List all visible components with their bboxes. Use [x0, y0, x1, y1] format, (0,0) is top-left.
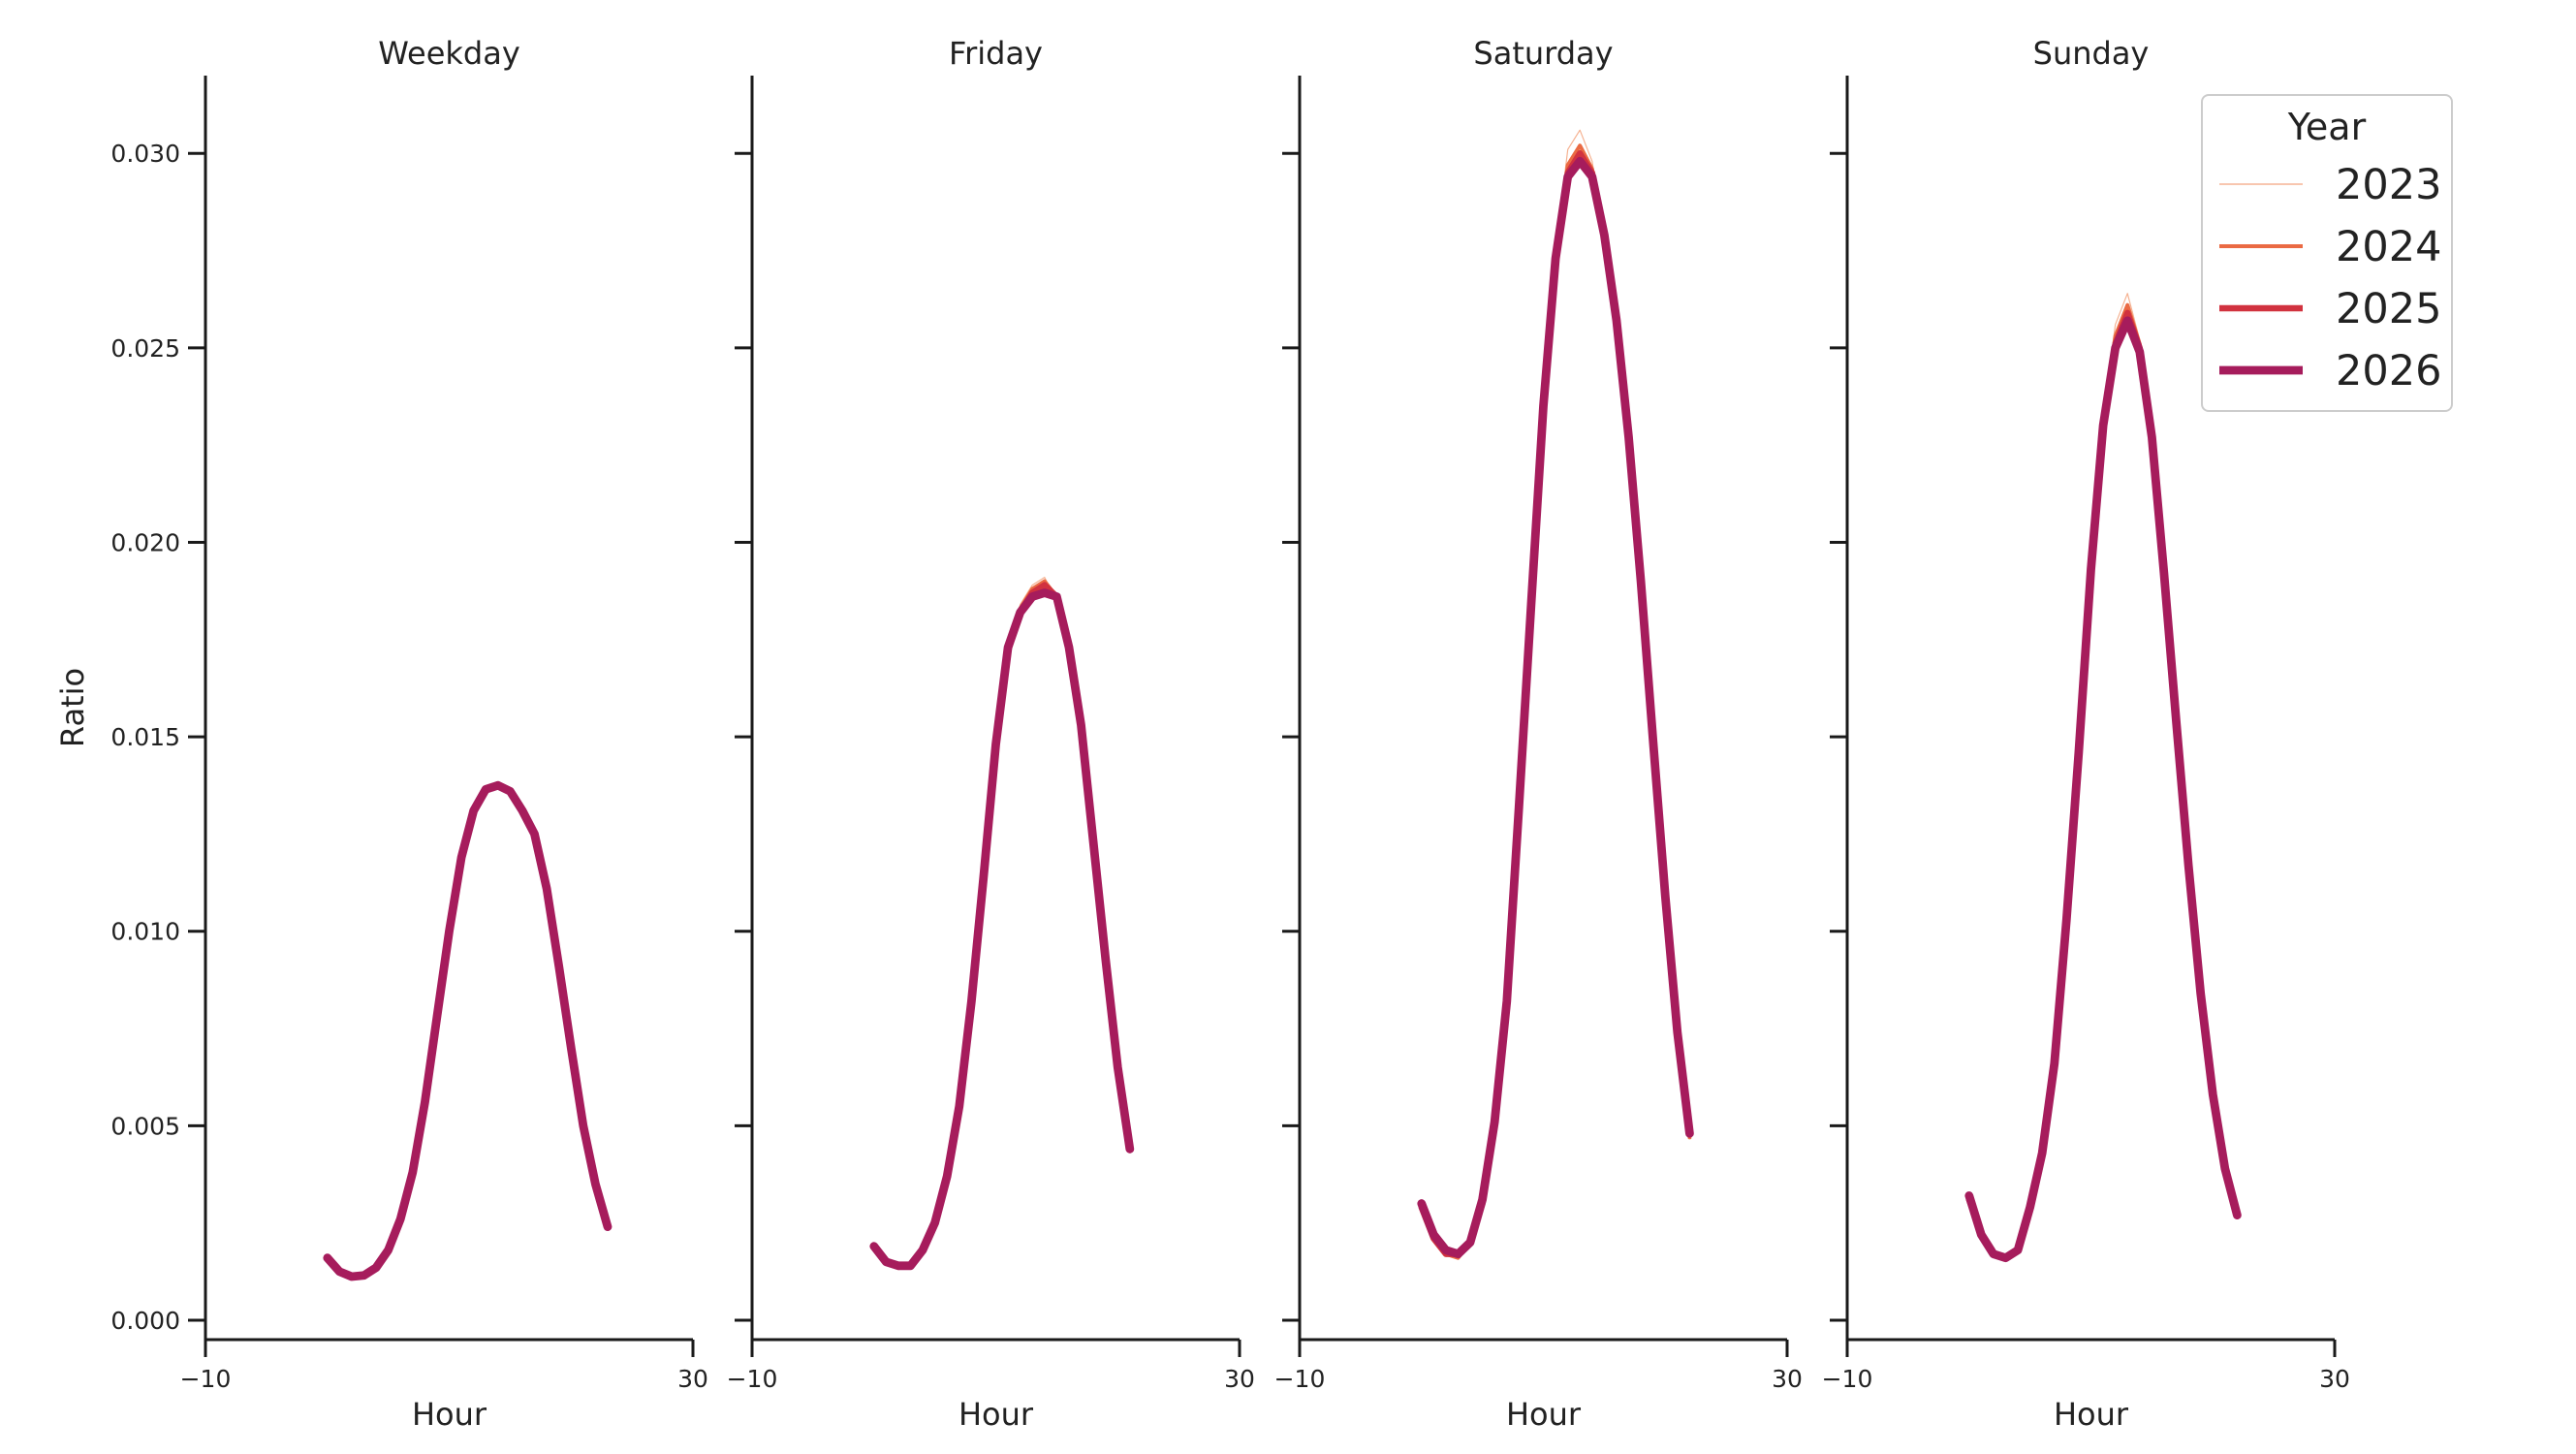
- legend-label: 2025: [2336, 285, 2441, 333]
- legend-label: 2023: [2336, 161, 2441, 209]
- legend-label: 2026: [2336, 347, 2441, 395]
- series-line-2026: [323, 780, 613, 1281]
- panel-title: Friday: [949, 35, 1043, 72]
- y-tick-label: 0.030: [110, 140, 180, 168]
- y-axis-title: Ratio: [54, 668, 91, 747]
- panel-sunday: Sunday −10 30 Hour: [1822, 35, 2350, 1433]
- x-tick-label: 30: [2319, 1365, 2350, 1393]
- panel-saturday: Saturday −10 30 Hour: [1274, 35, 1803, 1433]
- y-tick-label: 0.010: [110, 918, 180, 946]
- x-tick-label: 30: [677, 1365, 708, 1393]
- series-line-2026: [1964, 316, 2242, 1263]
- x-tick-label: −10: [180, 1365, 232, 1393]
- x-axis-title: Hour: [412, 1396, 487, 1433]
- y-tick-label: 0.005: [110, 1112, 180, 1140]
- panel-weekday: Weekday 0.000 0.005 0.010 0.015 0.020 0.025 0.0…: [110, 35, 707, 1433]
- legend-title: Year: [2287, 106, 2367, 148]
- x-tick-label: 30: [1224, 1365, 1255, 1393]
- x-tick-label: 30: [1772, 1365, 1803, 1393]
- series-line-2026: [1417, 156, 1694, 1259]
- panel-friday: Friday −10 30 Hour: [727, 35, 1255, 1433]
- x-tick-label: −10: [1822, 1365, 1873, 1393]
- y-tick-label: 0.025: [110, 334, 180, 363]
- y-tick-label: 0.015: [110, 723, 180, 751]
- legend-label: 2024: [2336, 223, 2441, 271]
- legend-box: [2201, 94, 2453, 412]
- legend: Year 2023 2024 2025 2026: [2201, 94, 2453, 412]
- panel-title: Sunday: [2033, 35, 2150, 72]
- panel-title: Saturday: [1473, 35, 1613, 72]
- series-line-2026: [869, 588, 1135, 1271]
- x-tick-label: −10: [727, 1365, 778, 1393]
- panel-title: Weekday: [378, 35, 520, 72]
- y-tick-label: 0.000: [110, 1307, 180, 1335]
- x-tick-label: −10: [1274, 1365, 1326, 1393]
- x-axis-title: Hour: [1506, 1396, 1582, 1433]
- x-axis-title: Hour: [2054, 1396, 2129, 1433]
- x-axis-title: Hour: [958, 1396, 1034, 1433]
- y-tick-label: 0.020: [110, 528, 180, 556]
